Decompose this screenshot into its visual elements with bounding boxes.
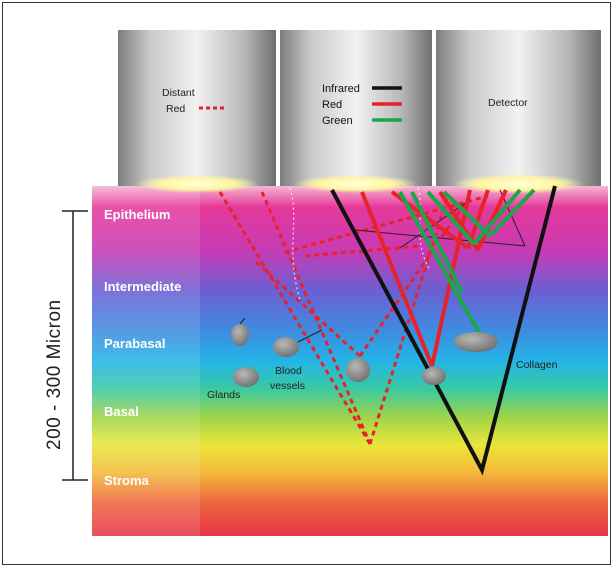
- green-light-paths: [398, 188, 536, 339]
- layer-label-basal: Basal: [104, 404, 139, 419]
- gland-small: [231, 324, 249, 346]
- depth-scale-bracket: [62, 210, 88, 481]
- probe-source: [280, 30, 432, 193]
- distant-label-line2: Red: [166, 103, 185, 115]
- gland-large: [233, 367, 259, 387]
- distant-label-line1: Distant: [162, 87, 195, 99]
- probe-detector: [436, 30, 601, 194]
- probe-distant-red: [118, 30, 276, 193]
- layer-label-epithelium: Epithelium: [104, 207, 170, 222]
- layer-label-stroma: Stroma: [104, 473, 150, 488]
- layer-label-intermediate: Intermediate: [104, 279, 181, 294]
- red-light-paths: [360, 189, 508, 367]
- infrared-light-path: [330, 185, 557, 476]
- tissue-label-strip: [92, 186, 200, 536]
- collagen-blob: [454, 332, 498, 352]
- legend-green-label: Green: [322, 115, 353, 127]
- collagen-label: Collagen: [516, 359, 558, 371]
- blood-vessels-label-line2: vessels: [270, 380, 305, 392]
- cell-blob-right: [422, 367, 446, 385]
- tissue-layers-block: [92, 186, 608, 536]
- detector-label: Detector: [488, 97, 528, 109]
- glands-label: Glands: [207, 389, 240, 401]
- cell-blob-center: [346, 358, 370, 382]
- legend-infrared-label: Infrared: [322, 83, 360, 95]
- blood-vessel-pointer: [297, 329, 323, 343]
- blood-vessel: [273, 337, 299, 357]
- depth-scale-label: 200 - 300 Micron: [44, 299, 65, 450]
- blood-vessels-label-line1: Blood: [275, 365, 302, 377]
- tissue-structures: [231, 317, 498, 387]
- legend-red-label: Red: [322, 99, 342, 111]
- layer-label-parabasal: Parabasal: [104, 336, 165, 351]
